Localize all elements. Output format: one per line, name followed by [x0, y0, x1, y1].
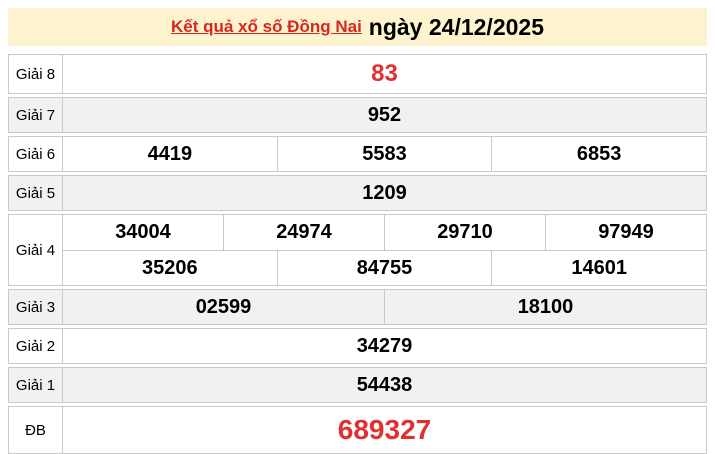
lottery-title-link[interactable]: Kết quả xổ số Đồng Nai	[171, 17, 362, 36]
table-row: ĐB 689327	[8, 406, 707, 454]
prize-value: 34004	[115, 221, 171, 243]
prize-values: 34279	[63, 329, 706, 363]
draw-date: ngày 24/12/2025	[368, 13, 544, 40]
prize-value: 952	[367, 103, 402, 126]
prize-subrow: 34004 24974 29710 97949	[63, 215, 706, 250]
prize-label: Giải 1	[9, 368, 63, 402]
table-row: Giải 3 02599 18100	[8, 289, 707, 325]
prize-label: Giải 3	[9, 290, 63, 324]
prize-value: 97949	[545, 215, 706, 250]
prize-value: 689327	[337, 414, 432, 445]
prize-value: 02599	[195, 295, 252, 318]
prize-value: 14601	[491, 251, 706, 285]
prize-label: Giải 6	[9, 137, 63, 171]
prize-value: 83	[371, 60, 398, 87]
prize-value: 29710	[384, 215, 545, 250]
prize-label: Giải 4	[9, 215, 63, 285]
prize-value: 5583	[276, 137, 492, 171]
prize-label: Giải 2	[9, 329, 63, 363]
prize-subrow: 35206 84755 14601	[63, 250, 706, 285]
prize-value: 54438	[356, 373, 413, 396]
prize-value: 6853	[491, 137, 706, 171]
table-row: Giải 7 952	[8, 97, 707, 133]
table-row: Giải 6 4419 5583 6853	[8, 136, 707, 172]
prize-value: 24974	[223, 215, 384, 250]
prize-values: 83	[63, 55, 706, 93]
prize-label: Giải 7	[9, 98, 63, 132]
prize-value: 1209	[362, 181, 407, 204]
prize-values: 1209	[63, 176, 706, 210]
prize-values: 952	[63, 98, 706, 132]
prize-value: 4419	[147, 142, 193, 165]
table-row: Giải 5 1209	[8, 175, 707, 211]
prize-label: Giải 8	[9, 55, 63, 93]
prize-value: 18100	[384, 290, 706, 324]
prize-values: 4419 5583 6853	[63, 137, 706, 171]
prize-label: Giải 5	[9, 176, 63, 210]
table-row: Giải 1 54438	[8, 367, 707, 403]
page-header: Kết quả xổ số Đồng Nai ngày 24/12/2025	[8, 8, 707, 46]
prize-value: 35206	[142, 256, 198, 279]
prize-label: ĐB	[9, 407, 63, 453]
prize-value: 34279	[356, 334, 413, 357]
prize-value: 84755	[276, 251, 492, 285]
prize-values: 02599 18100	[63, 290, 706, 324]
table-row: Giải 2 34279	[8, 328, 707, 364]
prize-values: 34004 24974 29710 97949 35206 84755 14601	[63, 215, 706, 285]
table-row: Giải 8 83	[8, 54, 707, 94]
prize-values: 54438	[63, 368, 706, 402]
table-row: Giải 4 34004 24974 29710 97949 35206 84755 1460…	[8, 214, 707, 286]
prize-values: 689327	[63, 407, 706, 453]
results-table: Giải 8 83 Giải 7 952 Giải 6 4419 5583 6853 Giải …	[8, 54, 707, 454]
